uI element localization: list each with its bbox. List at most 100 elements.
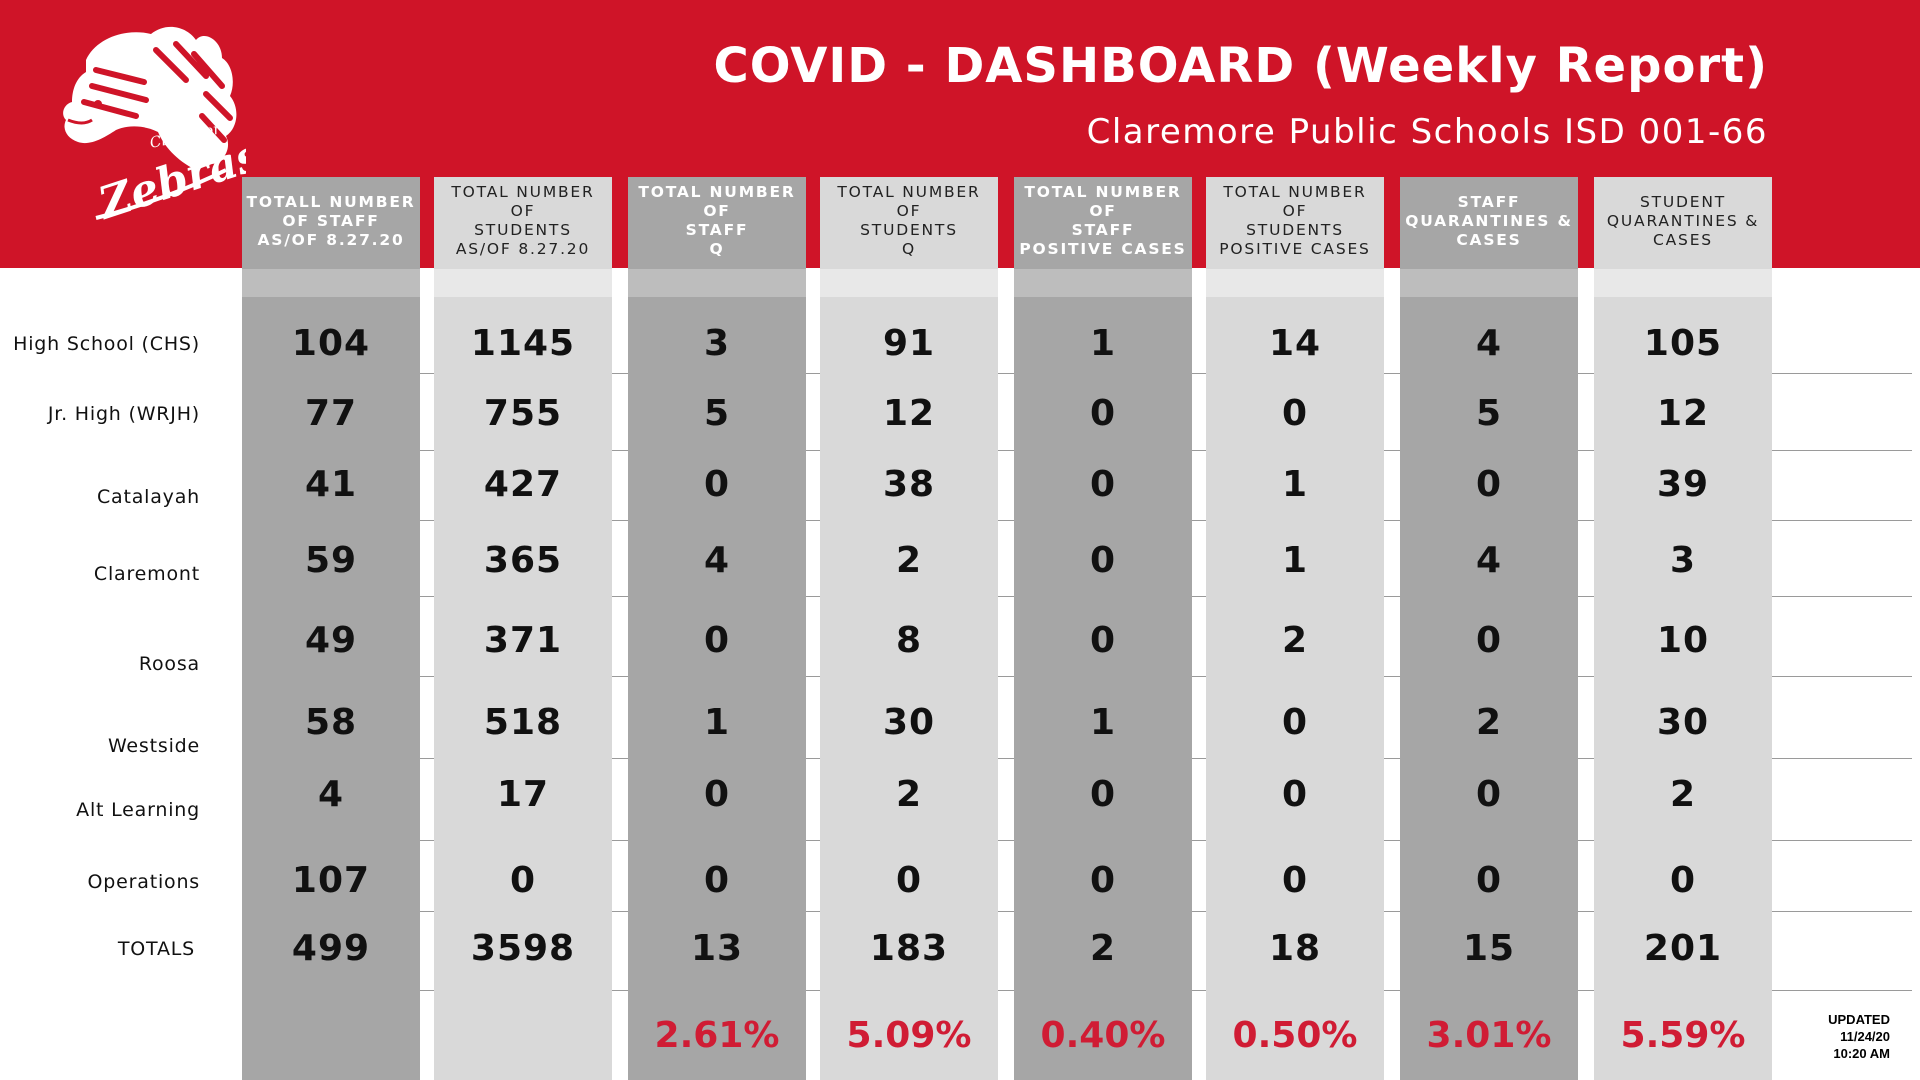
table-cell: 4	[1475, 323, 1503, 364]
table-cell: 0	[1281, 774, 1309, 815]
totals-cell: 183	[869, 928, 949, 969]
table-cell: 0	[703, 860, 731, 901]
table-cell: 0	[1089, 774, 1117, 815]
totals-cell: 18	[1268, 928, 1322, 969]
page-subtitle: Claremore Public Schools ISD 001-66	[1086, 112, 1768, 152]
column-header-band	[1594, 269, 1772, 297]
row-label: Alt Learning	[76, 799, 200, 821]
column-7: STAFF QUARANTINES & CASES 4 5 0 4 0 2 0 0 15 3.01%	[1400, 177, 1578, 1080]
table-cell: 58	[304, 702, 358, 743]
table-cell: 17	[496, 774, 550, 815]
updated-time: 10:20 AM	[1833, 1046, 1890, 1061]
row-label: Roosa	[138, 653, 200, 675]
table-cell: 2	[895, 774, 923, 815]
column-header: TOTALL NUMBER OF STAFF AS/OF 8.27.20	[246, 192, 416, 249]
table-cell: 4	[1475, 540, 1503, 581]
column-header: TOTAL NUMBER OF STAFF Q	[638, 183, 796, 258]
updated-date: 11/24/20	[1840, 1029, 1890, 1044]
column-header: TOTAL NUMBER OF STAFF POSITIVE CASES	[1019, 183, 1187, 258]
table-cell: 5	[703, 393, 731, 434]
table-cell: 3	[703, 323, 731, 364]
table-cell: 0	[703, 774, 731, 815]
updated-stamp: UPDATED 11/24/20 10:20 AM	[1806, 1011, 1890, 1062]
totals-cell: 2	[1089, 928, 1117, 969]
table-cell: 77	[304, 393, 358, 434]
table-cell: 107	[291, 860, 371, 901]
table-cell: 0	[1089, 620, 1117, 661]
table-cell: 38	[882, 464, 936, 505]
percentage-cell: 0.50%	[1232, 1015, 1358, 1056]
totals-cell: 3598	[470, 928, 576, 969]
totals-label: TOTALS	[117, 938, 195, 960]
column-header: TOTAL NUMBER OF STUDENTS POSITIVE CASES	[1219, 183, 1371, 258]
column-header-band	[820, 269, 998, 297]
percentage-cell: 0.40%	[1040, 1015, 1166, 1056]
percentage-cell: 2.61%	[654, 1015, 780, 1056]
column-header-band	[242, 269, 420, 297]
table-cell: 1145	[470, 323, 576, 364]
table-cell: 105	[1643, 323, 1723, 364]
table-cell: 755	[483, 393, 563, 434]
column-header: STAFF QUARANTINES & CASES	[1405, 192, 1573, 249]
table-cell: 0	[1089, 860, 1117, 901]
table-cell: 1	[1089, 323, 1117, 364]
table-cell: 0	[1089, 540, 1117, 581]
table-cell: 30	[1656, 702, 1710, 743]
table-cell: 3	[1669, 540, 1697, 581]
table-cell: 1	[703, 702, 731, 743]
table-cell: 49	[304, 620, 358, 661]
column-header-band	[628, 269, 806, 297]
column-header: TOTAL NUMBER OF STUDENTS Q	[837, 183, 981, 258]
row-label: Claremont	[93, 563, 200, 585]
table-cell: 12	[1656, 393, 1710, 434]
table-cell: 0	[703, 620, 731, 661]
table-cell: 1	[1089, 702, 1117, 743]
table-cell: 0	[1475, 620, 1503, 661]
table-cell: 1	[1281, 540, 1309, 581]
totals-cell: 499	[291, 928, 371, 969]
column-8: STUDENT QUARANTINES & CASES 105 12 39 3 10 30 2…	[1594, 177, 1772, 1080]
table-cell: 0	[1475, 464, 1503, 505]
table-cell: 427	[483, 464, 563, 505]
table-cell: 0	[1281, 393, 1309, 434]
table-cell: 39	[1656, 464, 1710, 505]
table-cell: 0	[1281, 702, 1309, 743]
column-3: TOTAL NUMBER OF STAFF Q 3 5 0 4 0 1 0 0 13 2.61%	[628, 177, 806, 1080]
zebra-logo: Claremore Zebras	[63, 26, 246, 230]
column-2: TOTAL NUMBER OF STUDENTS AS/OF 8.27.20 11…	[434, 177, 612, 1080]
table-cell: 4	[703, 540, 731, 581]
percentage-cell: 3.01%	[1426, 1015, 1552, 1056]
table-cell: 104	[291, 323, 371, 364]
table-cell: 2	[895, 540, 923, 581]
table-cell: 4	[317, 774, 345, 815]
table-cell: 0	[1281, 860, 1309, 901]
table-cell: 0	[1089, 393, 1117, 434]
column-4: TOTAL NUMBER OF STUDENTS Q 91 12 38 2 8 30 2 0 18…	[820, 177, 998, 1080]
table-cell: 12	[882, 393, 936, 434]
table-cell: 0	[1475, 860, 1503, 901]
table-cell: 30	[882, 702, 936, 743]
percentage-cell: 5.09%	[846, 1015, 972, 1056]
table-cell: 371	[483, 620, 563, 661]
table-cell: 1	[1281, 464, 1309, 505]
column-header: TOTAL NUMBER OF STUDENTS AS/OF 8.27.20	[451, 183, 595, 258]
table-cell: 2	[1669, 774, 1697, 815]
table-cell: 91	[882, 323, 936, 364]
updated-label: UPDATED	[1828, 1012, 1890, 1027]
row-label: Westside	[107, 735, 200, 757]
row-label: Jr. High (WRJH)	[47, 403, 200, 425]
page-title: COVID - DASHBOARD (Weekly Report)	[713, 38, 1768, 94]
column-6: TOTAL NUMBER OF STUDENTS POSITIVE CASES 1…	[1206, 177, 1384, 1080]
table-cell: 0	[703, 464, 731, 505]
table-cell: 41	[304, 464, 358, 505]
table-cell: 10	[1656, 620, 1710, 661]
column-header-band	[434, 269, 612, 297]
column-header-band	[1014, 269, 1192, 297]
row-label: Catalayah	[96, 486, 200, 508]
column-header-band	[1206, 269, 1384, 297]
row-label: Operations	[87, 871, 200, 893]
table-cell: 365	[483, 540, 563, 581]
table-cell: 5	[1475, 393, 1503, 434]
table-cell: 8	[895, 620, 923, 661]
table-cell: 14	[1268, 323, 1322, 364]
